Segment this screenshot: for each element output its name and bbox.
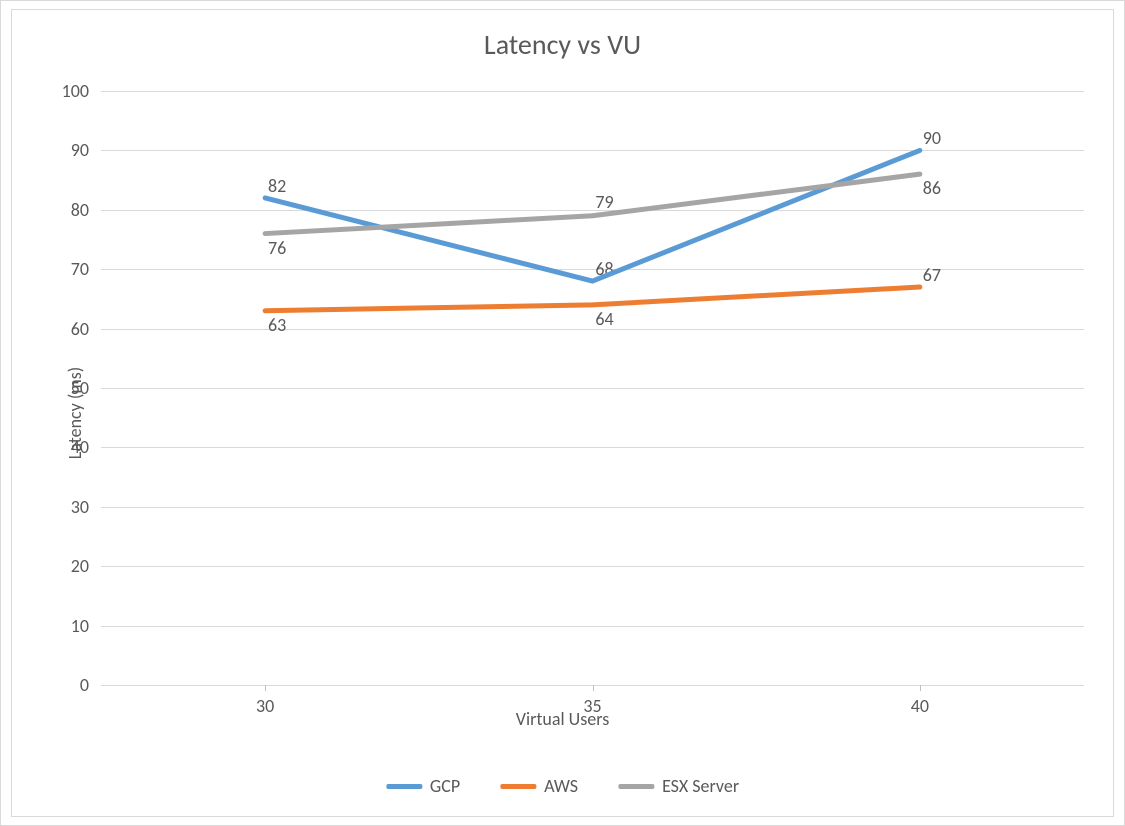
y-tick-label: 20 bbox=[71, 555, 89, 577]
x-tick-mark bbox=[920, 685, 921, 691]
y-tick-label: 10 bbox=[71, 615, 89, 637]
legend-label: GCP bbox=[430, 775, 460, 797]
x-tick-mark bbox=[265, 685, 266, 691]
legend-swatch bbox=[500, 784, 536, 789]
legend-item-esx-server: ESX Server bbox=[618, 775, 739, 797]
y-tick-label: 70 bbox=[71, 258, 89, 280]
legend-label: AWS bbox=[544, 775, 578, 797]
series-line-aws bbox=[265, 287, 920, 311]
y-tick-label: 0 bbox=[80, 674, 89, 696]
y-tick-label: 100 bbox=[62, 80, 89, 102]
y-tick-label: 90 bbox=[71, 139, 89, 161]
legend: GCP AWS ESX Server bbox=[386, 775, 739, 797]
chart-container: Latency vs VU Latency (ms) Virtual Users… bbox=[0, 0, 1125, 826]
legend-swatch bbox=[618, 784, 654, 789]
y-tick-label: 40 bbox=[71, 436, 89, 458]
y-tick-label: 60 bbox=[71, 318, 89, 340]
y-tick-label: 80 bbox=[71, 199, 89, 221]
legend-label: ESX Server bbox=[662, 775, 739, 797]
x-tick-mark bbox=[593, 685, 594, 691]
legend-item-aws: AWS bbox=[500, 775, 578, 797]
x-tick-label: 30 bbox=[256, 695, 274, 717]
plot-area: 0102030405060708090100303540826890636467… bbox=[101, 91, 1084, 685]
legend-item-gcp: GCP bbox=[386, 775, 460, 797]
y-tick-label: 30 bbox=[71, 496, 89, 518]
y-tick-label: 50 bbox=[71, 377, 89, 399]
x-tick-label: 35 bbox=[583, 695, 601, 717]
x-tick-label: 40 bbox=[911, 695, 929, 717]
legend-swatch bbox=[386, 784, 422, 789]
